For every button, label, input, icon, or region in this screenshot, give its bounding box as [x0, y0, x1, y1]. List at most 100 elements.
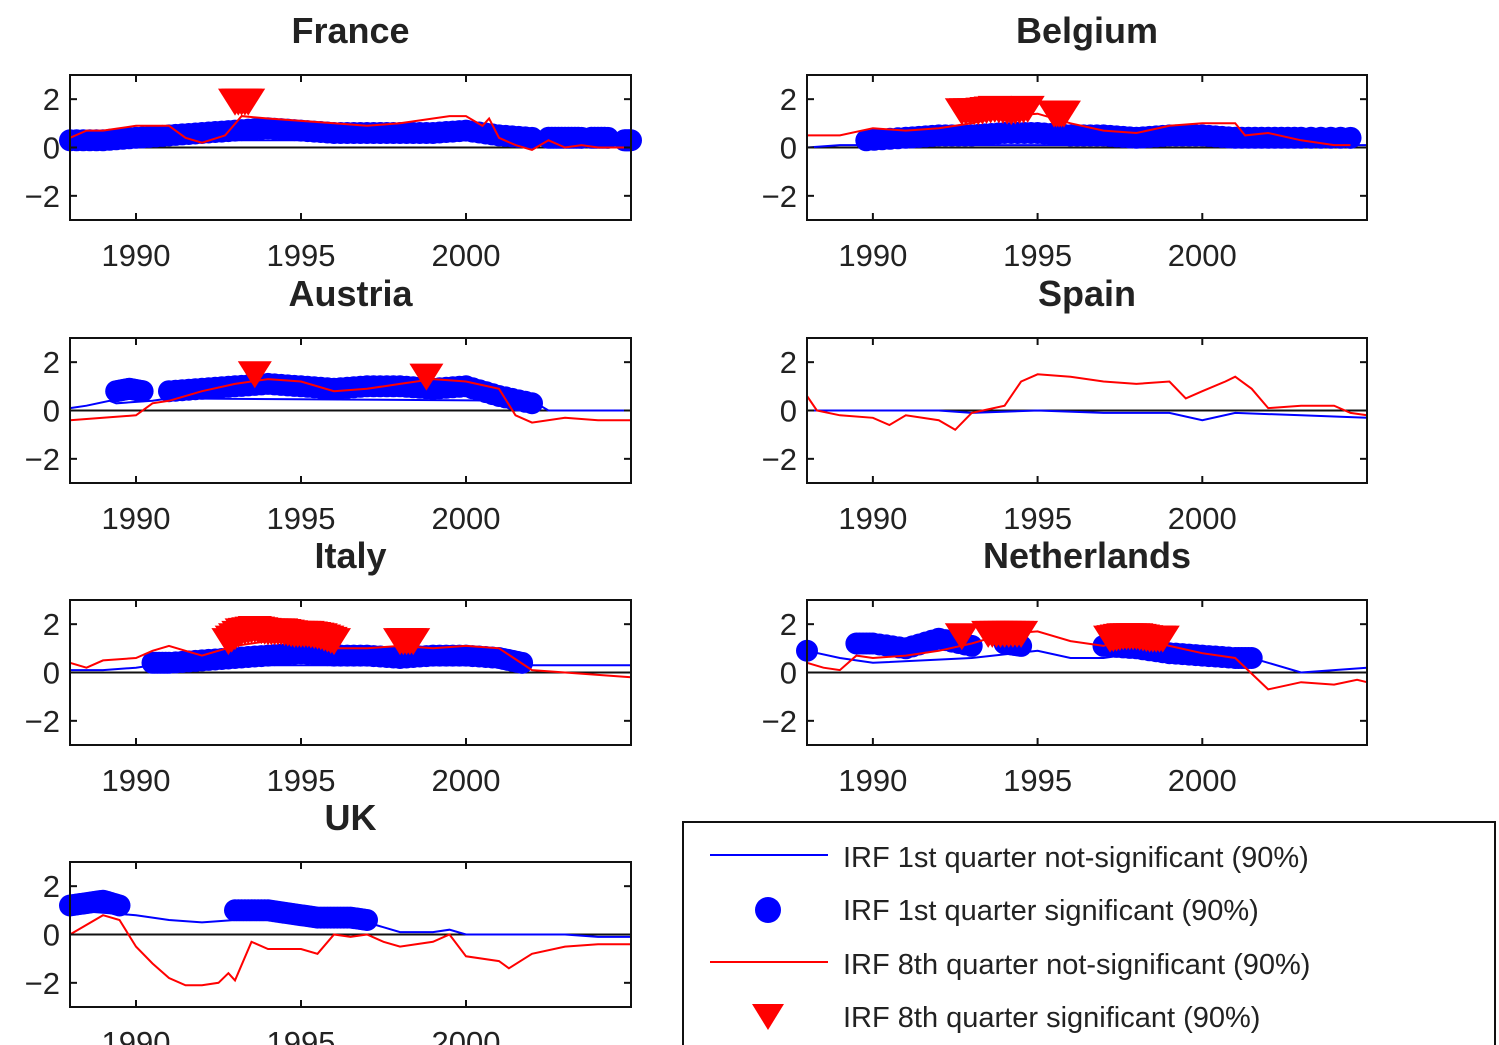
x-tick-label: 1995	[1003, 238, 1072, 273]
plot-area	[806, 95, 1367, 152]
significant-triangle	[317, 628, 351, 656]
panel-title: Belgium	[1016, 10, 1158, 51]
series-8th-quarter-significant	[944, 95, 1081, 128]
plot-area	[69, 616, 632, 679]
significant-dot	[521, 392, 543, 415]
significant-triangle	[409, 363, 444, 391]
series-8th-quarter-significant	[211, 616, 431, 656]
y-tick-label: −2	[25, 442, 60, 477]
x-tick-label: 1990	[838, 763, 907, 798]
significant-dot	[1339, 126, 1362, 149]
series-8th-quarter-significant	[237, 361, 444, 391]
plot-area	[796, 620, 1368, 691]
y-tick-label: −2	[25, 704, 60, 739]
significant-dot	[521, 126, 543, 149]
legend-label: IRF 1st quarter not-significant (90%)	[843, 842, 1309, 874]
series-8th-quarter-line	[69, 378, 631, 424]
legend-item-1st-significant: IRF 1st quarter significant (90%)	[755, 895, 1259, 927]
y-tick-label: 2	[780, 82, 797, 117]
x-tick-label: 1995	[1003, 501, 1072, 536]
panel-title: Italy	[314, 535, 386, 576]
y-tick-label: 2	[43, 869, 60, 904]
significant-dot	[108, 894, 131, 917]
legend-item-8th-not-significant: IRF 8th quarter not-significant (90%)	[710, 949, 1310, 981]
panel-title: Austria	[288, 273, 413, 314]
series-1st-quarter-significant	[59, 117, 642, 152]
plot-area	[59, 88, 642, 152]
significant-dot	[356, 909, 378, 931]
y-tick-label: −2	[25, 179, 60, 214]
x-tick-label: 1990	[102, 501, 171, 536]
x-tick-label: 1995	[267, 1025, 336, 1045]
series-8th-quarter-line	[806, 630, 1368, 691]
y-tick-label: −2	[762, 179, 797, 214]
y-tick-label: 2	[43, 82, 60, 117]
panel-uk: UK 2 0 −2 1990 1995 2000	[25, 797, 632, 1045]
y-tick-label: −2	[25, 966, 60, 1001]
significant-triangle	[1004, 620, 1039, 648]
panel-belgium: Belgium 2 0 −2 1990 1995 2000	[762, 10, 1368, 273]
series-8th-quarter-line	[807, 112, 1351, 147]
panel-title: Netherlands	[983, 535, 1191, 576]
panel-france: France 2 0 −2 1990 1995 2000	[25, 10, 642, 273]
legend-label: IRF 8th quarter not-significant (90%)	[843, 949, 1310, 981]
x-tick-label: 2000	[1168, 238, 1237, 273]
significant-dot	[1240, 647, 1263, 669]
x-tick-label: 1995	[267, 763, 336, 798]
panel-spain: Spain 2 0 −2 1990 1995 2000	[762, 273, 1368, 536]
x-tick-label: 1995	[267, 238, 336, 273]
y-tick-label: 2	[780, 607, 797, 642]
y-tick-label: 2	[43, 345, 60, 380]
series-1st-quarter-significant	[59, 889, 378, 931]
significant-dot	[596, 126, 619, 149]
panel-netherlands: Netherlands 2 0 −2 1990 1995 2000	[762, 535, 1368, 798]
y-tick-label: 0	[780, 394, 797, 429]
series-1st-quarter-significant	[141, 642, 534, 674]
series-8th-quarter-significant	[218, 88, 266, 116]
x-tick-label: 1995	[1003, 763, 1072, 798]
series-1st-quarter-significant	[855, 122, 1362, 152]
series-1st-quarter-line	[69, 397, 631, 412]
y-tick-label: 0	[43, 131, 60, 166]
y-tick-label: 0	[780, 131, 797, 166]
x-tick-label: 2000	[1168, 501, 1237, 536]
y-tick-label: 0	[43, 394, 60, 429]
panel-title: UK	[325, 797, 377, 838]
legend-dot-blue-icon	[755, 897, 781, 923]
y-tick-label: −2	[762, 442, 797, 477]
legend: IRF 1st quarter not-significant (90%) IR…	[682, 821, 1496, 1045]
legend-triangle-red-icon	[752, 1004, 784, 1030]
x-tick-label: 2000	[432, 238, 501, 273]
legend-label: IRF 8th quarter significant (90%)	[843, 1002, 1260, 1034]
panel-austria: Austria 2 0 −2 1990 1995 2000	[25, 273, 632, 536]
significant-triangle	[1010, 95, 1045, 123]
significant-triangle	[231, 88, 266, 116]
legend-frame	[682, 821, 1496, 1045]
panel-italy: Italy 2 0 −2 1990 1995 2000	[25, 535, 632, 798]
series-1st-quarter-significant	[105, 372, 543, 415]
x-tick-label: 1990	[102, 238, 171, 273]
panel-title: Spain	[1038, 273, 1136, 314]
x-tick-label: 2000	[432, 1025, 501, 1045]
legend-item-1st-not-significant: IRF 1st quarter not-significant (90%)	[710, 842, 1309, 874]
x-tick-label: 2000	[432, 501, 501, 536]
y-tick-label: 2	[43, 607, 60, 642]
series-8th-quarter-line	[69, 914, 631, 987]
series-1st-quarter-line	[807, 409, 1368, 422]
series-1st-quarter-line	[806, 649, 1368, 674]
significant-dot	[131, 380, 154, 403]
significant-triangle	[1046, 100, 1081, 128]
legend-label: IRF 1st quarter significant (90%)	[843, 895, 1259, 927]
plot-area	[59, 889, 631, 987]
y-tick-label: 0	[43, 918, 60, 953]
x-tick-label: 1990	[102, 763, 171, 798]
significant-triangle	[944, 623, 979, 651]
plot-area	[806, 373, 1368, 432]
x-tick-label: 1990	[102, 1025, 171, 1045]
y-tick-label: 2	[780, 345, 797, 380]
legend-item-8th-significant: IRF 8th quarter significant (90%)	[752, 1002, 1260, 1034]
x-tick-label: 1990	[838, 501, 907, 536]
x-tick-label: 1995	[267, 501, 336, 536]
